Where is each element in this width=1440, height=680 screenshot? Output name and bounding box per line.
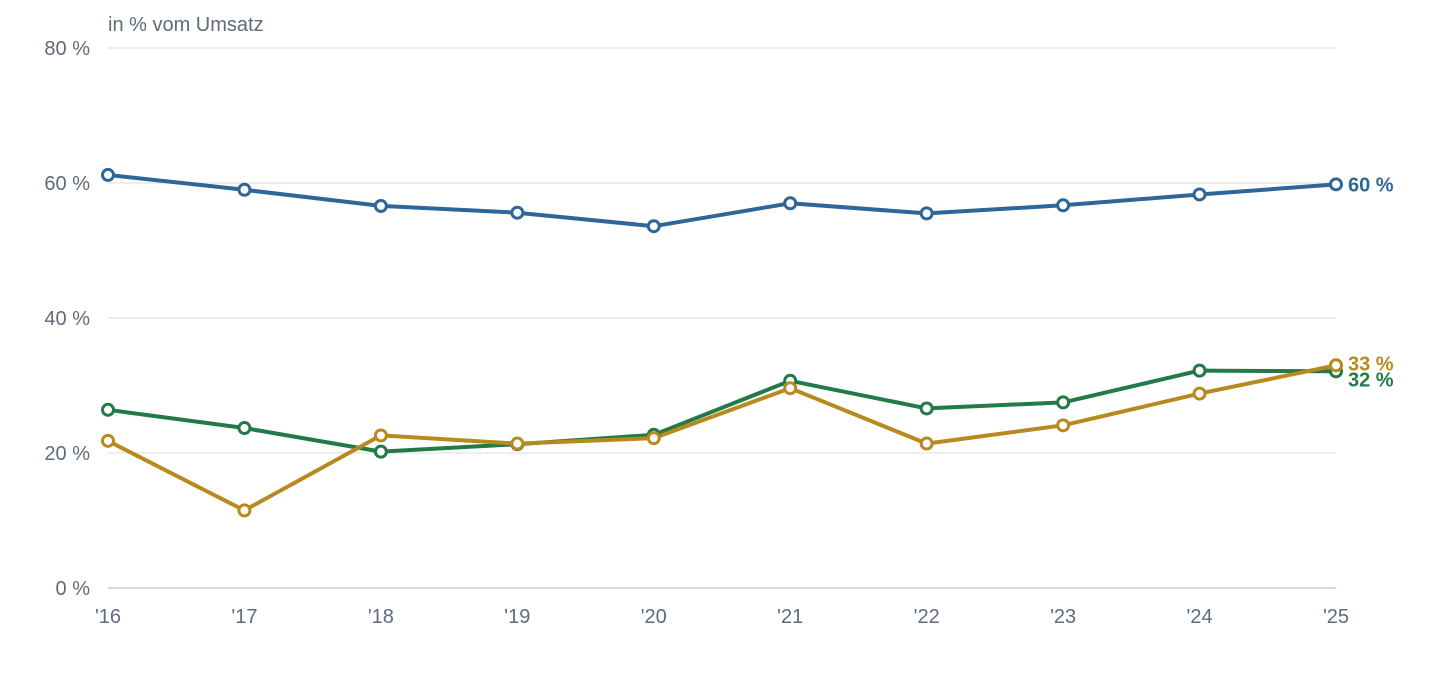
series-layer bbox=[106, 172, 1338, 513]
data-point bbox=[646, 431, 661, 446]
data-point bbox=[1329, 177, 1343, 192]
series-line bbox=[106, 368, 1338, 454]
data-point bbox=[237, 421, 252, 436]
x-axis-ticks: '16 '17 '18 '19 '20 '21 '22 '23 '24 '25 bbox=[95, 606, 1349, 628]
data-point bbox=[1192, 187, 1207, 202]
data-point bbox=[373, 198, 388, 213]
x-tick-label: '24 bbox=[1187, 606, 1213, 628]
data-point bbox=[1192, 363, 1207, 378]
data-point bbox=[783, 196, 798, 211]
y-tick-label: 80 % bbox=[44, 38, 90, 60]
data-point bbox=[783, 381, 798, 396]
data-point bbox=[101, 167, 115, 182]
x-tick-label: '18 bbox=[368, 606, 394, 628]
data-point bbox=[101, 402, 115, 417]
y-tick-label: 40 % bbox=[44, 308, 90, 330]
y-axis-ticks: 0 % 20 % 40 % 60 % 80 % bbox=[44, 38, 90, 600]
y-tick-label: 0 % bbox=[56, 578, 91, 600]
x-tick-label: '16 bbox=[95, 606, 121, 628]
x-tick-label: '22 bbox=[914, 606, 940, 628]
end-labels: 60 % 32 %33 % bbox=[1348, 174, 1394, 391]
y-tick-label: 20 % bbox=[44, 443, 90, 465]
x-tick-label: '19 bbox=[504, 606, 530, 628]
data-point bbox=[1192, 386, 1207, 401]
data-point bbox=[237, 182, 252, 197]
series-line bbox=[106, 363, 1338, 513]
data-point bbox=[510, 205, 525, 220]
y-tick-label: 60 % bbox=[44, 173, 90, 195]
series-end-label: 33 % bbox=[1348, 353, 1394, 375]
x-tick-label: '23 bbox=[1050, 606, 1076, 628]
series-line bbox=[106, 172, 1338, 229]
data-point bbox=[237, 503, 252, 518]
data-point bbox=[510, 436, 525, 451]
data-point bbox=[1056, 418, 1071, 433]
series-end-label: 32 % bbox=[1348, 369, 1394, 391]
data-point bbox=[919, 206, 934, 221]
data-point bbox=[1056, 395, 1071, 410]
data-point bbox=[373, 428, 388, 443]
data-point bbox=[646, 219, 661, 234]
data-point bbox=[373, 444, 388, 459]
data-point bbox=[919, 401, 934, 416]
data-point bbox=[919, 436, 934, 451]
grid-lines bbox=[108, 47, 1336, 589]
x-tick-label: '20 bbox=[641, 606, 667, 628]
series-end-label: 60 % bbox=[1348, 174, 1394, 196]
data-point bbox=[1056, 198, 1071, 213]
y-axis-title: in % vom Umsatz bbox=[108, 14, 264, 36]
data-point bbox=[1329, 358, 1343, 373]
x-tick-label: '17 bbox=[231, 606, 257, 628]
data-point bbox=[101, 433, 115, 448]
x-tick-label: '25 bbox=[1323, 606, 1349, 628]
points-layer bbox=[101, 167, 1343, 518]
x-tick-label: '21 bbox=[777, 606, 803, 628]
